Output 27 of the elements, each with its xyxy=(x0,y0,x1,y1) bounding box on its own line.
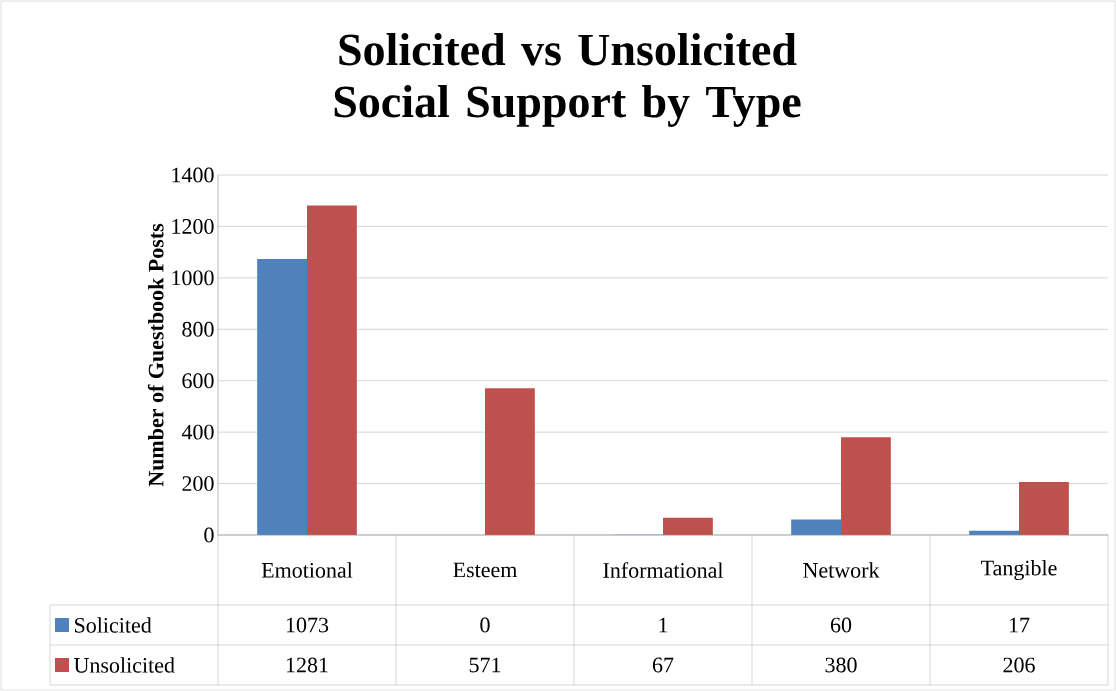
data-label: 67 xyxy=(652,657,674,673)
y-axis-title: Number of Guestbook Posts xyxy=(147,223,164,487)
x-tick-label: Tangible xyxy=(981,560,1057,581)
y-tick-label: 400 xyxy=(181,424,214,440)
data-label: 206 xyxy=(1003,657,1035,673)
legend-label: Solicited xyxy=(75,617,152,633)
data-label: 60 xyxy=(830,617,852,633)
chart-title: Solicited vs Unsolicited Social Support by Type xyxy=(334,33,801,127)
y-tick-label: 1400 xyxy=(172,167,214,183)
data-label: 17 xyxy=(1009,617,1030,633)
y-tick-label: 800 xyxy=(182,321,214,337)
data-label: 0 xyxy=(480,617,490,633)
x-tick-label: Esteem xyxy=(453,562,518,578)
y-tick-label: 200 xyxy=(182,476,214,492)
data-label: 1281 xyxy=(286,657,328,673)
data-label: 1073 xyxy=(286,617,329,633)
x-tick-label: Informational xyxy=(603,562,724,578)
y-tick-label: 0 xyxy=(204,527,214,543)
y-tick-label: 1000 xyxy=(172,270,214,286)
legend-label: Unsolicited xyxy=(73,657,175,673)
x-tick-label: Network xyxy=(803,562,880,578)
data-label: 571 xyxy=(469,657,501,673)
data-label: 1 xyxy=(659,617,668,633)
y-tick-label: 1200 xyxy=(172,219,214,234)
y-tick-label: 600 xyxy=(182,373,214,389)
data-label: 380 xyxy=(825,657,857,673)
x-tick-label: Emotional xyxy=(261,562,353,578)
